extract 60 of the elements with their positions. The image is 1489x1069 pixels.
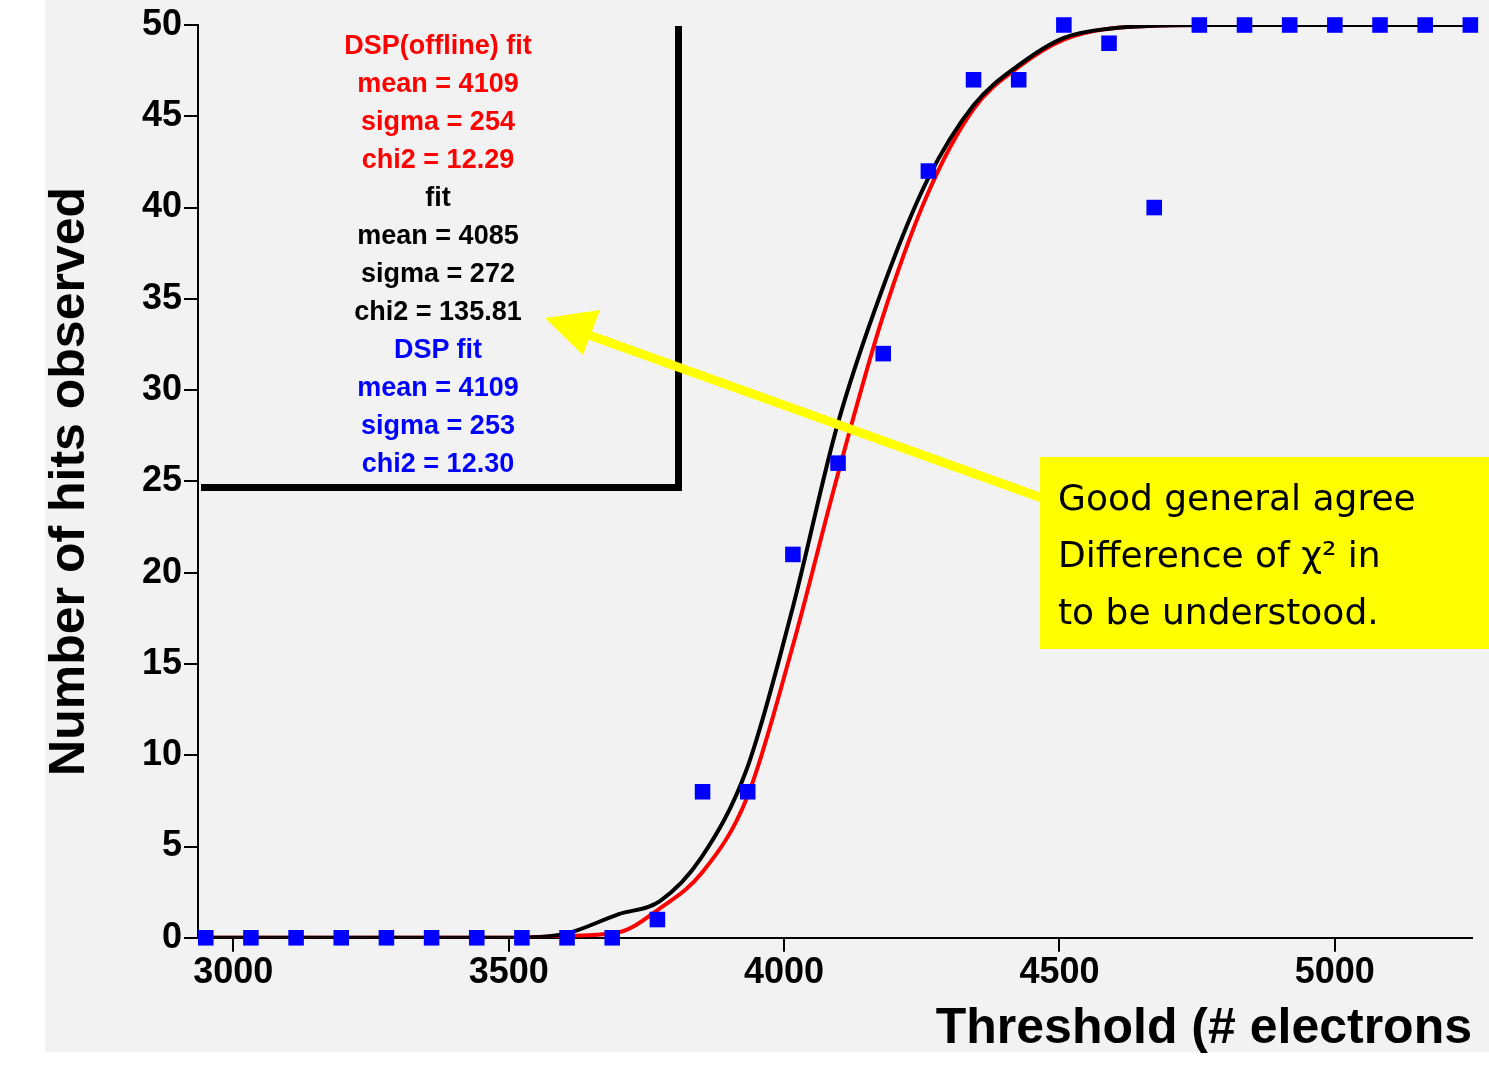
annotation: sigma = 272 bbox=[360, 257, 516, 290]
point bbox=[694, 783, 711, 800]
y-tick-label: 5 bbox=[162, 823, 183, 865]
point bbox=[739, 783, 756, 800]
y-axis-title: Number of hits observed bbox=[38, 186, 95, 776]
point bbox=[468, 930, 485, 946]
point bbox=[965, 71, 982, 88]
y-tick-label: 40 bbox=[142, 184, 183, 226]
annotation: Good general agree Difference of χ² in to be understood. bbox=[1040, 457, 1489, 649]
point bbox=[514, 930, 530, 946]
point bbox=[604, 930, 621, 946]
point bbox=[1417, 17, 1433, 33]
y-tick-label: 10 bbox=[142, 732, 183, 774]
point bbox=[423, 930, 440, 946]
point bbox=[559, 930, 575, 946]
point bbox=[243, 930, 259, 946]
y-tick-label: 15 bbox=[142, 640, 183, 682]
point bbox=[197, 930, 214, 946]
point bbox=[1146, 199, 1162, 216]
annotation: chi2 = 12.29 bbox=[360, 143, 516, 176]
point bbox=[649, 911, 666, 928]
point bbox=[333, 930, 350, 946]
x-tick-label: 4000 bbox=[744, 950, 825, 992]
annotation: fit bbox=[424, 181, 452, 214]
point bbox=[830, 455, 846, 471]
y-tick-label: 30 bbox=[142, 367, 183, 409]
x-tick-label: 4500 bbox=[1019, 950, 1100, 992]
annotation: chi2 = 135.81 bbox=[353, 295, 523, 328]
point bbox=[1236, 17, 1253, 33]
annotation: sigma = 254 bbox=[360, 105, 516, 138]
x-tick-label: 5000 bbox=[1294, 950, 1375, 992]
point bbox=[378, 930, 395, 946]
point bbox=[920, 163, 937, 179]
point bbox=[1372, 17, 1388, 33]
point bbox=[1010, 71, 1027, 88]
point bbox=[1056, 17, 1072, 33]
point bbox=[785, 546, 801, 563]
point bbox=[1462, 17, 1479, 33]
annotation: sigma = 253 bbox=[360, 409, 516, 442]
annotation: mean = 4085 bbox=[356, 219, 520, 252]
y-tick-label: 0 bbox=[162, 914, 183, 956]
y-tick-label: 20 bbox=[142, 549, 183, 591]
x-tick-label: 3500 bbox=[468, 950, 549, 992]
point bbox=[1101, 35, 1117, 52]
annotation: DSP(offline) fit bbox=[343, 29, 533, 62]
y-tick-label: 25 bbox=[142, 458, 183, 500]
y-tick-label: 35 bbox=[142, 275, 183, 317]
point bbox=[288, 930, 304, 946]
point bbox=[1327, 17, 1343, 33]
point bbox=[1191, 17, 1208, 33]
y-tick-label: 45 bbox=[142, 93, 183, 135]
x-tick-label: 3000 bbox=[193, 950, 274, 992]
annotation: chi2 = 12.30 bbox=[360, 447, 516, 480]
annotation: mean = 4109 bbox=[356, 67, 520, 100]
y-tick-label: 50 bbox=[142, 1, 183, 43]
point bbox=[875, 345, 891, 362]
annotation: DSP fit bbox=[393, 333, 483, 366]
point bbox=[1281, 17, 1298, 33]
x-axis-title: Threshold (# electrons bbox=[935, 997, 1472, 1054]
annotation: mean = 4109 bbox=[356, 371, 520, 404]
